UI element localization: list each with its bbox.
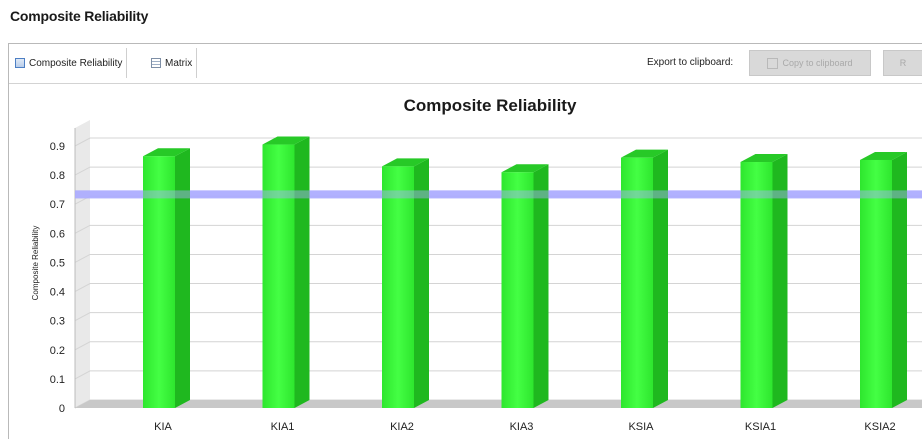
bar-kia3 — [501, 172, 534, 408]
plot-area: 0 0.1 0.2 0.3 0.4 0.5 0.6 0.7 0.8 0.9 KIA KIA1 KIA2 K… — [50, 120, 922, 433]
export-r-button[interactable]: R — [883, 50, 922, 76]
y-tick-label: 0.9 — [50, 141, 65, 153]
x-tick-label: KIA3 — [510, 421, 534, 433]
y-axis-label: Composite Reliability — [31, 226, 40, 301]
x-tick-label: KIA1 — [271, 421, 295, 433]
bar-kia — [143, 156, 175, 408]
copy-icon — [767, 57, 779, 69]
x-tick-label: KSIA1 — [745, 421, 776, 433]
export-label: Export to clipboard: — [647, 57, 734, 68]
bar-kia1 — [262, 144, 295, 409]
tab-label: Matrix — [165, 57, 193, 69]
bar-side — [772, 154, 788, 408]
y-tick-label: 0.4 — [50, 287, 65, 299]
x-tick-label: KIA — [154, 421, 172, 433]
bar-side — [294, 136, 310, 409]
toolbar: Composite Reliability Matrix Export to c… — [9, 44, 922, 84]
y-tick-label: 0.6 — [50, 228, 65, 240]
bar-side — [892, 151, 907, 408]
x-tick-label: KSIA2 — [864, 421, 895, 433]
bar-top — [382, 158, 429, 167]
bar-top — [262, 136, 310, 145]
plot-side-wall — [75, 120, 90, 408]
matrix-icon — [151, 58, 161, 68]
y-tick-label: 0 — [59, 403, 65, 415]
bar-side — [414, 158, 429, 408]
copy-button-label: Copy to clipboard — [782, 58, 853, 68]
page-title: Composite Reliability — [10, 8, 149, 24]
chart-title: Composite Reliability — [404, 96, 577, 115]
tab-matrix[interactable]: Matrix — [147, 48, 198, 78]
bar-ksia2 — [860, 159, 892, 408]
bar-top — [143, 148, 190, 157]
tab-composite-reliability[interactable]: Composite Reliability — [11, 48, 128, 78]
bar-ksia1 — [740, 162, 773, 408]
y-tick-label: 0.2 — [50, 345, 65, 357]
tab-label: Composite Reliability — [29, 57, 123, 69]
bar-top — [621, 149, 668, 158]
y-tick-label: 0.7 — [50, 199, 65, 211]
y-tick-label: 0.3 — [50, 316, 65, 328]
bar-top — [740, 154, 788, 163]
results-panel: Composite Reliability Matrix Export to c… — [8, 43, 922, 439]
bar-ksia — [621, 157, 653, 408]
y-tick-label: 0.8 — [50, 170, 65, 182]
x-tick-label: KSIA — [628, 421, 654, 433]
threshold-line-overlay — [75, 190, 922, 199]
gridline — [74, 137, 922, 147]
threshold-line — [75, 190, 922, 199]
bar-top — [501, 164, 549, 173]
bar-side — [653, 149, 668, 408]
bar-kia2 — [382, 166, 414, 408]
bar-side — [533, 164, 549, 408]
copy-to-clipboard-button[interactable]: Copy to clipboard — [749, 50, 871, 76]
chart-icon — [15, 58, 25, 68]
bar-top — [860, 151, 907, 160]
y-tick-label: 0.1 — [50, 374, 65, 386]
plot-floor — [75, 400, 922, 408]
bar-side — [175, 148, 190, 408]
x-tick-label: KIA2 — [390, 421, 414, 433]
export-r-label: R — [899, 58, 907, 68]
y-tick-label: 0.5 — [50, 257, 65, 269]
